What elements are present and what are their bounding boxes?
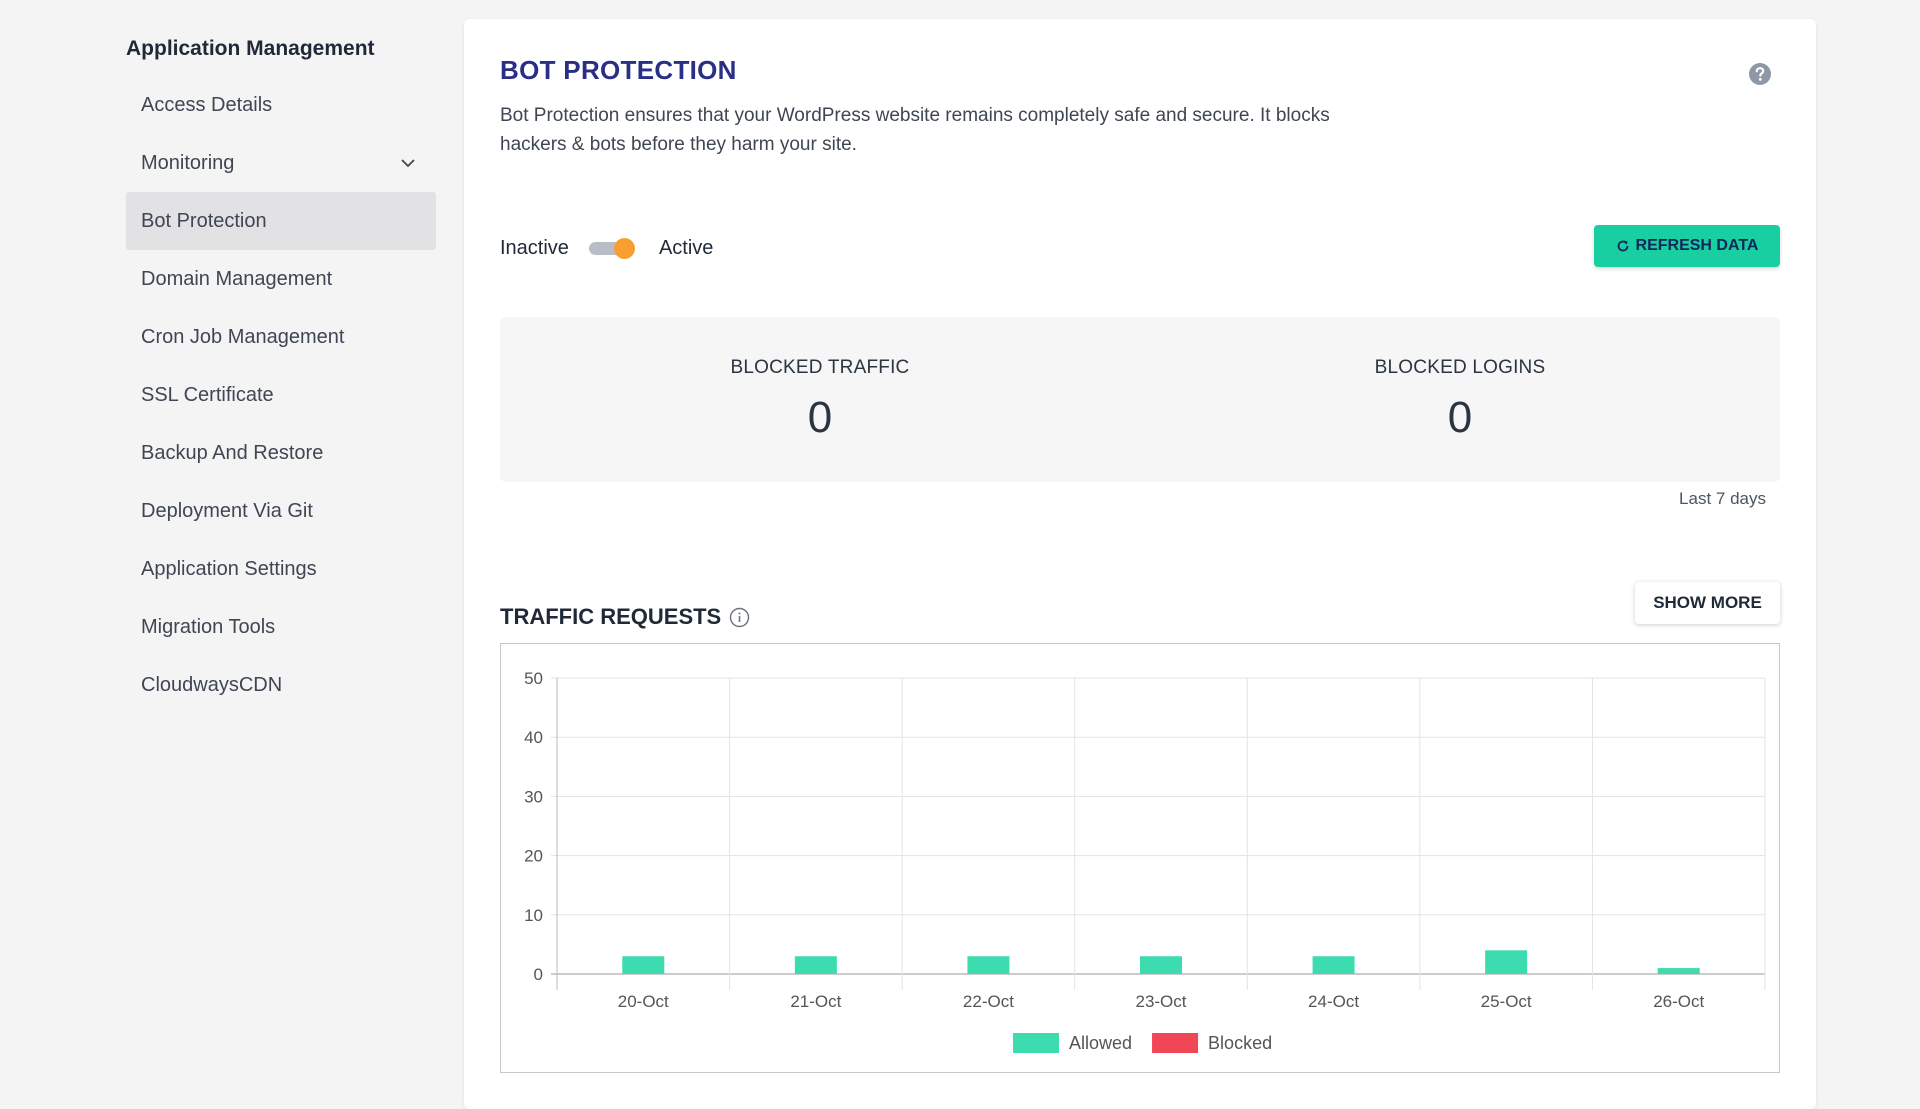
sidebar-item-application-settings[interactable]: Application Settings: [126, 540, 436, 598]
sidebar-item-label: CloudwaysCDN: [141, 674, 283, 696]
bot-protection-toggle[interactable]: [588, 233, 635, 263]
refresh-data-button[interactable]: REFRESH DATA: [1594, 225, 1780, 267]
x-tick-label: 25-Oct: [1481, 992, 1532, 1011]
refresh-data-label: REFRESH DATA: [1635, 237, 1759, 254]
sidebar-item-label: Domain Management: [141, 268, 333, 290]
bar-allowed: [622, 956, 665, 974]
sidebar-item-bot-protection[interactable]: Bot Protection: [126, 192, 436, 250]
sidebar-item-ssl-certificate[interactable]: SSL Certificate: [126, 366, 436, 424]
help-icon[interactable]: [1748, 62, 1772, 86]
sidebar-item-deployment-via-git[interactable]: Deployment Via Git: [126, 482, 436, 540]
period-label: Last 7 days: [1679, 489, 1766, 508]
y-tick-label: 50: [524, 669, 543, 688]
sidebar: Application Management Access Details Mo…: [126, 30, 436, 714]
sidebar-item-backup-and-restore[interactable]: Backup And Restore: [126, 424, 436, 482]
y-tick-label: 40: [524, 728, 543, 747]
sidebar-item-domain-management[interactable]: Domain Management: [126, 250, 436, 308]
sidebar-item-label: SSL Certificate: [141, 384, 274, 406]
sidebar-item-migration-tools[interactable]: Migration Tools: [126, 598, 436, 656]
sidebar-item-label: Cron Job Management: [141, 326, 345, 348]
sidebar-item-label: Backup And Restore: [141, 442, 324, 464]
legend-label-allowed: Allowed: [1069, 1033, 1132, 1053]
toggle-knob: [613, 238, 635, 259]
sidebar-item-cloudwayscdn[interactable]: CloudwaysCDN: [126, 656, 436, 714]
legend-swatch-blocked: [1152, 1033, 1199, 1053]
blocked-traffic-label: BLOCKED TRAFFIC: [730, 357, 910, 378]
y-tick-label: 0: [534, 965, 543, 984]
sidebar-title: Application Management: [126, 37, 375, 60]
traffic-requests-label: TRAFFIC REQUESTS: [500, 604, 722, 629]
show-more-button[interactable]: SHOW MORE: [1635, 582, 1780, 624]
blocked-traffic-stat: BLOCKED TRAFFIC 0: [620, 357, 1020, 443]
refresh-icon: [1617, 240, 1628, 252]
page-description: Bot Protection ensures that your WordPre…: [500, 105, 1330, 155]
sidebar-item-cron-job-management[interactable]: Cron Job Management: [126, 308, 436, 366]
sidebar-item-label: Monitoring: [141, 152, 235, 174]
sidebar-item-label: Bot Protection: [141, 210, 267, 232]
toggle-off-label: Inactive: [500, 236, 569, 259]
x-tick-label: 26-Oct: [1653, 992, 1704, 1011]
stats-panel: BLOCKED TRAFFIC 0 BLOCKED LOGINS 0: [500, 317, 1780, 482]
traffic-chart: 0 10 20 30 40 50 20-Oct 21-Oct 22-Oct 23-Oct 24-Oc…: [500, 643, 1780, 1073]
sidebar-item-label: Deployment Via Git: [141, 500, 313, 522]
x-tick-label: 24-Oct: [1308, 992, 1359, 1011]
page-title: BOT PROTECTION: [500, 55, 737, 85]
sidebar-item-label: Access Details: [141, 94, 273, 116]
bar-allowed: [1312, 956, 1355, 974]
y-tick-label: 10: [524, 906, 543, 925]
bar-allowed: [1140, 956, 1182, 974]
legend-swatch-allowed: [1013, 1033, 1059, 1053]
blocked-logins-stat: BLOCKED LOGINS 0: [1260, 357, 1660, 443]
info-icon[interactable]: [729, 607, 750, 628]
traffic-requests-title: TRAFFIC REQUESTS: [500, 604, 750, 630]
bar-allowed: [794, 956, 837, 974]
bar-allowed: [967, 956, 1010, 974]
x-tick-label: 20-Oct: [618, 992, 669, 1011]
bar-allowed: [1657, 968, 1700, 974]
bot-protection-card: BOT PROTECTION Bot Protection ensures th…: [464, 19, 1816, 1109]
chevron-down-icon[interactable]: [400, 155, 416, 171]
blocked-logins-label: BLOCKED LOGINS: [1374, 357, 1546, 378]
x-tick-label: 22-Oct: [963, 992, 1014, 1011]
status-toggle-row: Inactive Active: [500, 233, 713, 263]
traffic-chart-svg: 0 10 20 30 40 50 20-Oct 21-Oct 22-Oct 23-Oct 24-Oc…: [524, 669, 1766, 1053]
x-tick-label: 21-Oct: [790, 992, 841, 1011]
bar-allowed: [1485, 950, 1528, 974]
blocked-logins-value: 0: [1447, 393, 1473, 442]
y-tick-label: 20: [524, 847, 543, 866]
y-tick-label: 30: [524, 787, 543, 806]
blocked-traffic-value: 0: [807, 393, 833, 442]
sidebar-item-monitoring[interactable]: Monitoring: [126, 134, 436, 192]
sidebar-item-label: Migration Tools: [141, 616, 276, 638]
legend-label-blocked: Blocked: [1208, 1033, 1272, 1053]
sidebar-item-label: Application Settings: [141, 558, 317, 580]
sidebar-item-access-details[interactable]: Access Details: [126, 76, 436, 134]
x-tick-label: 23-Oct: [1135, 992, 1186, 1011]
toggle-on-label: Active: [658, 236, 714, 259]
